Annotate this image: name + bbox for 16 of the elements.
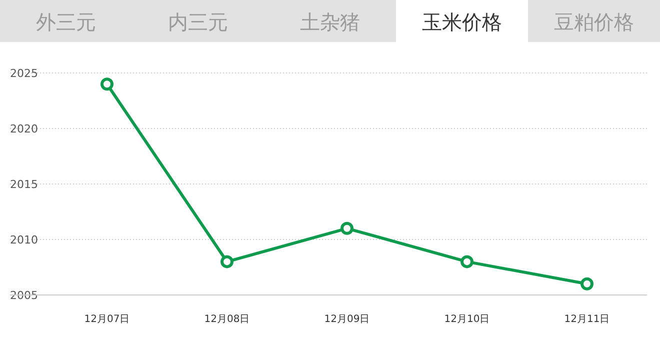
point <box>220 255 234 268</box>
tabs: 外三元 内三元 土杂猪 玉米价格 豆粕价格 <box>0 0 660 42</box>
point <box>580 277 594 290</box>
x-tick-label: 12月11日 <box>564 314 610 325</box>
y-tick-label: 2010 <box>10 234 38 246</box>
y-tick-label: 2025 <box>10 67 38 80</box>
x-tick-label: 12月10日 <box>444 314 490 325</box>
y-tick-label: 2020 <box>10 122 38 136</box>
point <box>100 78 114 91</box>
x-tick-label: 12月08日 <box>204 314 250 325</box>
chart-title: 玉米价格 <box>422 10 502 34</box>
y-tick-label: 2015 <box>10 178 38 191</box>
point <box>340 222 354 235</box>
point <box>460 255 474 268</box>
x-tick-label: 12月07日 <box>84 314 130 325</box>
x-tick-label: 12月09日 <box>324 314 370 325</box>
